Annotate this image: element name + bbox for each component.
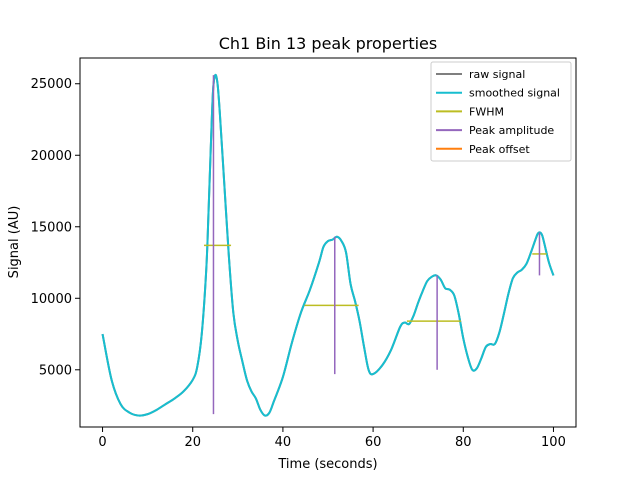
- legend-entry-label: raw signal: [469, 68, 525, 81]
- x-tick-label: 100: [541, 435, 566, 450]
- plot-area: [101, 73, 555, 417]
- chart-title: Ch1 Bin 13 peak properties: [219, 34, 437, 53]
- x-axis: 0 20 40 60 80 100: [98, 427, 566, 450]
- axes-frame: [79, 57, 577, 428]
- legend-entry-label: smoothed signal: [469, 87, 560, 100]
- y-tick-label: 25000: [31, 77, 72, 92]
- x-tick-label: 40: [275, 435, 292, 450]
- legend-entry-label: Peak offset: [469, 143, 530, 156]
- y-axis: 5000 10000 15000 20000 25000: [31, 77, 80, 378]
- x-tick-label: 80: [455, 435, 472, 450]
- x-axis-label: Time (seconds): [277, 457, 377, 472]
- series-line-smoothed-signal: [101, 73, 555, 417]
- legend-entry-label: Peak amplitude: [469, 124, 554, 137]
- legend-entry-label: FWHM: [469, 105, 504, 118]
- y-axis-label: Signal (AU): [7, 206, 22, 279]
- legend-box: [430, 61, 572, 162]
- x-tick-label: 20: [184, 435, 201, 450]
- y-tick-label: 5000: [39, 363, 72, 378]
- y-tick-label: 15000: [31, 220, 72, 235]
- y-tick-label: 10000: [31, 292, 72, 307]
- x-tick-label: 60: [365, 435, 382, 450]
- y-tick-label: 20000: [31, 149, 72, 164]
- x-tick-label: 0: [98, 435, 106, 450]
- legend: raw signal smoothed signal FWHM Peak amplit…: [430, 61, 572, 162]
